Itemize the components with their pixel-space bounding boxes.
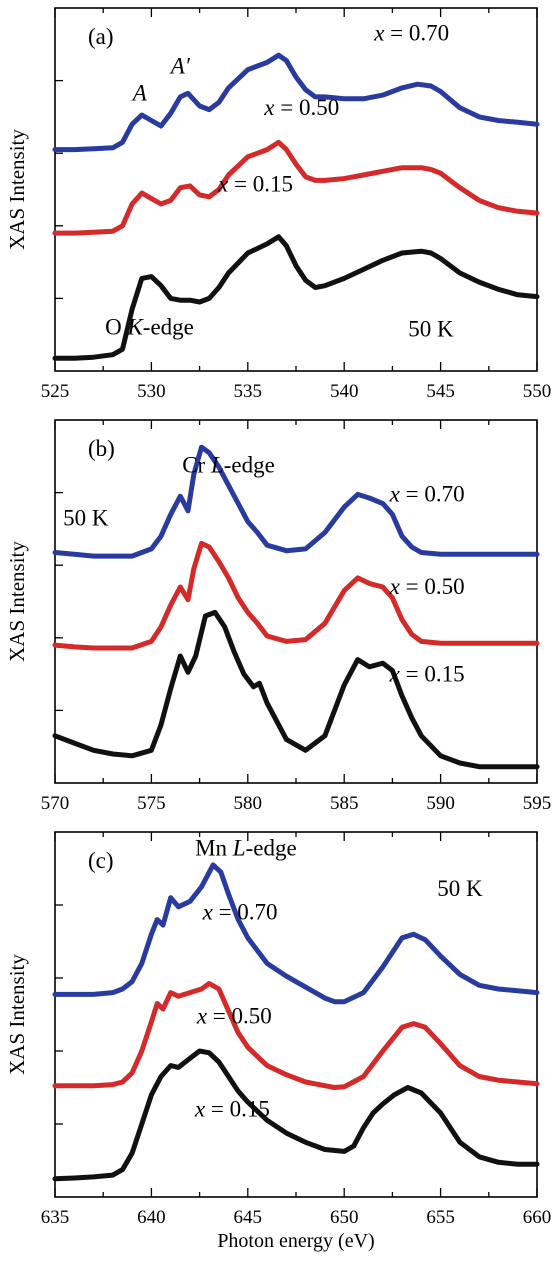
- x-tick-label: 535: [234, 381, 263, 402]
- x-tick-label: 640: [137, 1207, 166, 1228]
- x-tick-label: 645: [234, 1207, 263, 1228]
- y-axis-label: XAS Intensity: [5, 129, 29, 250]
- panel-label: (a): [88, 24, 114, 49]
- series-line-015: [52, 234, 540, 361]
- series-label: x = 0.15: [194, 1097, 270, 1122]
- series-label: x = 0.15: [217, 171, 293, 196]
- x-tick-label: 660: [523, 1207, 552, 1228]
- x-tick-label: 585: [330, 793, 359, 814]
- panel-a: 525 530 535 540 545 550 XAS Intensity x = 0.70 x…: [5, 7, 552, 402]
- series-label: x = 0.50: [263, 95, 339, 120]
- x-tick-label: 650: [330, 1207, 359, 1228]
- x-tick-label: 595: [523, 793, 552, 814]
- peak-label: A: [131, 81, 148, 106]
- x-axis-label: Photon energy (eV): [217, 1230, 374, 1252]
- panel-label: (b): [88, 436, 115, 461]
- peak-label: A′: [169, 53, 191, 78]
- x-tick-label: 635: [41, 1207, 70, 1228]
- series-label: x = 0.70: [202, 900, 278, 925]
- x-tick-label: 550: [523, 381, 552, 402]
- y-axis-label: XAS Intensity: [5, 541, 29, 662]
- edge-label: O K-edge: [105, 315, 194, 340]
- edge-label: Mn L-edge: [195, 836, 297, 861]
- series-line-050: [52, 540, 540, 651]
- series-label: x = 0.50: [196, 1004, 272, 1029]
- series-label: x = 0.50: [389, 574, 465, 599]
- x-tick-label: 580: [234, 793, 263, 814]
- series-line-015: [52, 609, 540, 770]
- x-tick-label: 655: [426, 1207, 455, 1228]
- panel-label: (c): [88, 848, 114, 873]
- temperature-label: 50 K: [408, 317, 454, 342]
- temperature-label: 50 K: [437, 876, 483, 901]
- panel-b: 570 575 580 585 590 595 XAS Intensity x = 0.70 x…: [5, 419, 552, 814]
- x-tick-label: 575: [137, 793, 166, 814]
- x-tick-label: 540: [330, 381, 359, 402]
- series-line-050: [52, 981, 540, 1090]
- panel-c: 635 640 645 650 655 660 XAS Intensity Photon en…: [5, 831, 552, 1252]
- x-tick-label: 530: [137, 381, 166, 402]
- x-tick-label: 590: [426, 793, 455, 814]
- series-line-050: [52, 139, 540, 236]
- x-tick-label: 545: [426, 381, 455, 402]
- y-axis-label: XAS Intensity: [5, 954, 29, 1075]
- series-line-070: [52, 862, 540, 1005]
- x-tick-label: 570: [41, 793, 70, 814]
- series-label: x = 0.70: [373, 21, 449, 46]
- series-label: x = 0.70: [389, 482, 465, 507]
- temperature-label: 50 K: [63, 505, 109, 530]
- x-tick-label: 525: [41, 381, 70, 402]
- series-line-015: [52, 1048, 540, 1182]
- plot-frame: [54, 419, 538, 784]
- series-label: x = 0.15: [389, 661, 465, 686]
- edge-label: Cr L-edge: [182, 453, 275, 478]
- series-line-070: [52, 52, 540, 153]
- series-line-070: [52, 444, 540, 559]
